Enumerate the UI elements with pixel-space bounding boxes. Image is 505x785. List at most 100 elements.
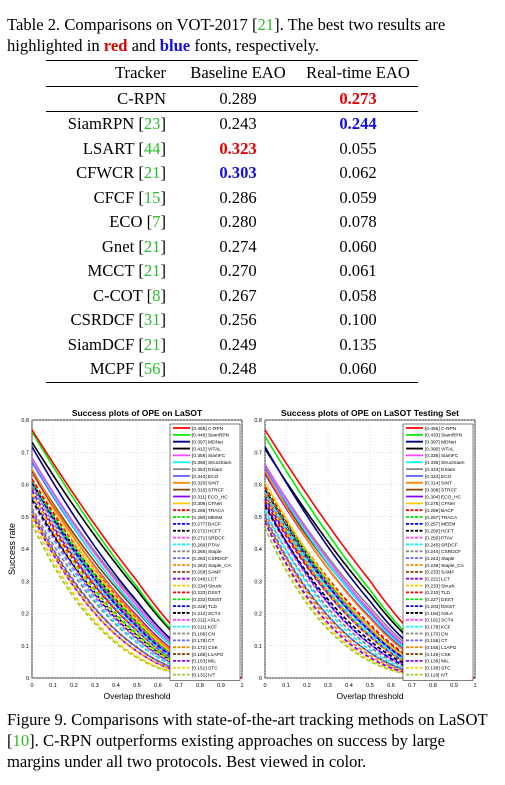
realtime-eao-value: 0.060 <box>339 236 377 256</box>
ref-bracket-open: [ <box>138 187 144 207</box>
blue-word: blue <box>159 36 191 55</box>
tracker-name: Gnet <box>101 236 135 256</box>
legend-entry: [0.211] ASLA <box>192 618 220 624</box>
figure-caption-suffix: ]. C-RPN outperforms existing approaches… <box>7 731 445 771</box>
x-tick-label: 0.7 <box>175 683 183 689</box>
legend-entry: [0.234] Struck <box>192 583 222 589</box>
tracker-cell: ECO [7] <box>46 210 178 235</box>
legend-entry: [0.275] CFNet <box>425 501 456 507</box>
legend-entry: [0.228] TLD <box>192 604 218 610</box>
legend-entry: [0.397] MDNet <box>192 440 224 446</box>
legend-entry: [0.211] KCF <box>192 624 217 630</box>
series-line <box>32 523 242 678</box>
tracker-name: MCPF <box>89 359 135 379</box>
legend-entry: [0.262] Staple_CA <box>192 563 232 569</box>
realtime-eao-value: 0.062 <box>339 163 377 183</box>
legend-entry: [0.118] IVT <box>425 672 448 678</box>
ref-bracket-close: ] <box>160 114 166 134</box>
plot-title: Success plots of OPE on LaSOT <box>72 408 203 418</box>
header-tracker: Tracker <box>46 60 178 87</box>
legend-entry: [0.227] DSST <box>425 597 454 603</box>
legend-entry: [0.336] SiamFC <box>425 453 459 459</box>
citation-link[interactable]: 44 <box>143 138 161 158</box>
baseline-eao-value: 0.267 <box>219 285 257 305</box>
legend-entry: [0.306] CFNet <box>192 501 223 507</box>
citation-link[interactable]: 21 <box>143 163 161 183</box>
citation-link[interactable]: 23 <box>143 114 161 134</box>
legend-entry: [0.178] CT <box>192 638 214 644</box>
tracker-cell: CFWCR [21] <box>46 161 178 186</box>
citation-link[interactable]: 8 <box>152 285 161 305</box>
legend-entry: [0.138] STC <box>425 666 451 672</box>
x-tick-label: 0 <box>263 683 266 689</box>
series-line <box>265 492 475 678</box>
citation-link[interactable]: 7 <box>152 212 161 232</box>
citation-link[interactable]: 21 <box>143 334 161 354</box>
legend-entry: [0.233] DSST <box>192 590 221 596</box>
figure-citation-link[interactable]: 10 <box>12 731 30 750</box>
baseline-eao-value: 0.303 <box>219 163 257 183</box>
citation-link[interactable]: 56 <box>143 359 161 379</box>
x-tick-label: 1 <box>240 683 243 689</box>
legend-entry: [0.308] STRCF <box>425 487 457 493</box>
realtime-eao-value: 0.078 <box>339 212 377 232</box>
x-tick-label: 0.1 <box>282 683 290 689</box>
legend-entry: [0.335] StructSiam <box>425 460 464 466</box>
y-tick-label: 0.6 <box>254 483 262 489</box>
legend-entry: [0.311] ECO_HC <box>192 494 228 500</box>
legend-entry: [0.315] STRCF <box>192 487 224 493</box>
citation-link[interactable]: 31 <box>143 310 161 330</box>
ref-bracket-open: [ <box>138 334 144 354</box>
table-row: CFWCR [21] 0.303 0.062 <box>46 161 418 186</box>
legend-entry: [0.221] LCT <box>425 577 450 583</box>
tracker-name: MCCT <box>87 261 135 281</box>
legend-entry: [0.356] StructSiam <box>192 460 231 466</box>
tracker-cell: SiamDCF [21] <box>46 333 178 358</box>
ref-bracket-close: ] <box>160 138 166 158</box>
baseline-eao-value: 0.256 <box>219 310 257 330</box>
realtime-eao-cell: 0.058 <box>298 284 418 309</box>
x-tick-label: 0.7 <box>408 683 416 689</box>
x-tick-label: 0.4 <box>112 683 120 689</box>
y-tick-label: 0.4 <box>21 547 29 553</box>
baseline-eao-cell: 0.323 <box>178 137 298 162</box>
tracker-name: SiamRPN <box>67 114 135 134</box>
legend-entry: [0.324] ECO <box>425 474 452 480</box>
baseline-eao-value: 0.323 <box>219 138 257 158</box>
x-tick-label: 0.3 <box>324 683 332 689</box>
legend-entry: [0.155] L1APG <box>425 645 457 651</box>
legend-entry: [0.271] SRDCF <box>192 535 225 541</box>
realtime-eao-cell: 0.059 <box>298 186 418 211</box>
figure-caption: Figure 9. Comparisons with state-of-the-… <box>7 709 499 772</box>
legend-entry: [0.246] LCT <box>192 577 217 583</box>
legend-entry: [0.269] PTAV <box>192 542 221 548</box>
legend-entry: [0.250] PTAV <box>425 535 454 541</box>
baseline-eao-value: 0.248 <box>219 359 257 379</box>
legend-entry: [0.390] VITAL <box>425 446 454 452</box>
series-line <box>32 511 242 678</box>
series-line <box>32 481 242 678</box>
realtime-eao-cell: 0.244 <box>298 112 418 137</box>
citation-link[interactable]: 21 <box>143 236 161 256</box>
table-header-row: Tracker Baseline EAO Real-time EAO <box>46 60 418 87</box>
x-tick-label: 0.9 <box>450 683 458 689</box>
legend-entry: [0.277] BACF <box>192 522 221 528</box>
ref-bracket-close: ] <box>160 285 166 305</box>
and-word: and <box>127 36 160 55</box>
x-tick-label: 0.9 <box>217 683 225 689</box>
legend-entry: [0.343] ECO <box>192 474 219 480</box>
legend-entry: [0.455] C-RPN <box>192 426 224 432</box>
table-row: CFCF [15] 0.286 0.059 <box>46 186 418 211</box>
legend-entry: [0.259] BACF <box>425 508 454 514</box>
ref-bracket-close: ] <box>160 236 166 256</box>
citation-link[interactable]: 21 <box>257 15 275 34</box>
y-tick-label: 0.7 <box>254 450 262 456</box>
tracker-name: ECO <box>109 212 143 232</box>
baseline-eao-value: 0.243 <box>219 114 257 134</box>
baseline-eao-value: 0.270 <box>219 261 257 281</box>
realtime-eao-value: 0.135 <box>339 334 377 354</box>
citation-link[interactable]: 15 <box>143 187 161 207</box>
citation-link[interactable]: 21 <box>143 261 161 281</box>
legend-entry: [0.272] HCFT <box>192 529 221 535</box>
legend-entry: [0.397] MDNet <box>425 440 457 446</box>
